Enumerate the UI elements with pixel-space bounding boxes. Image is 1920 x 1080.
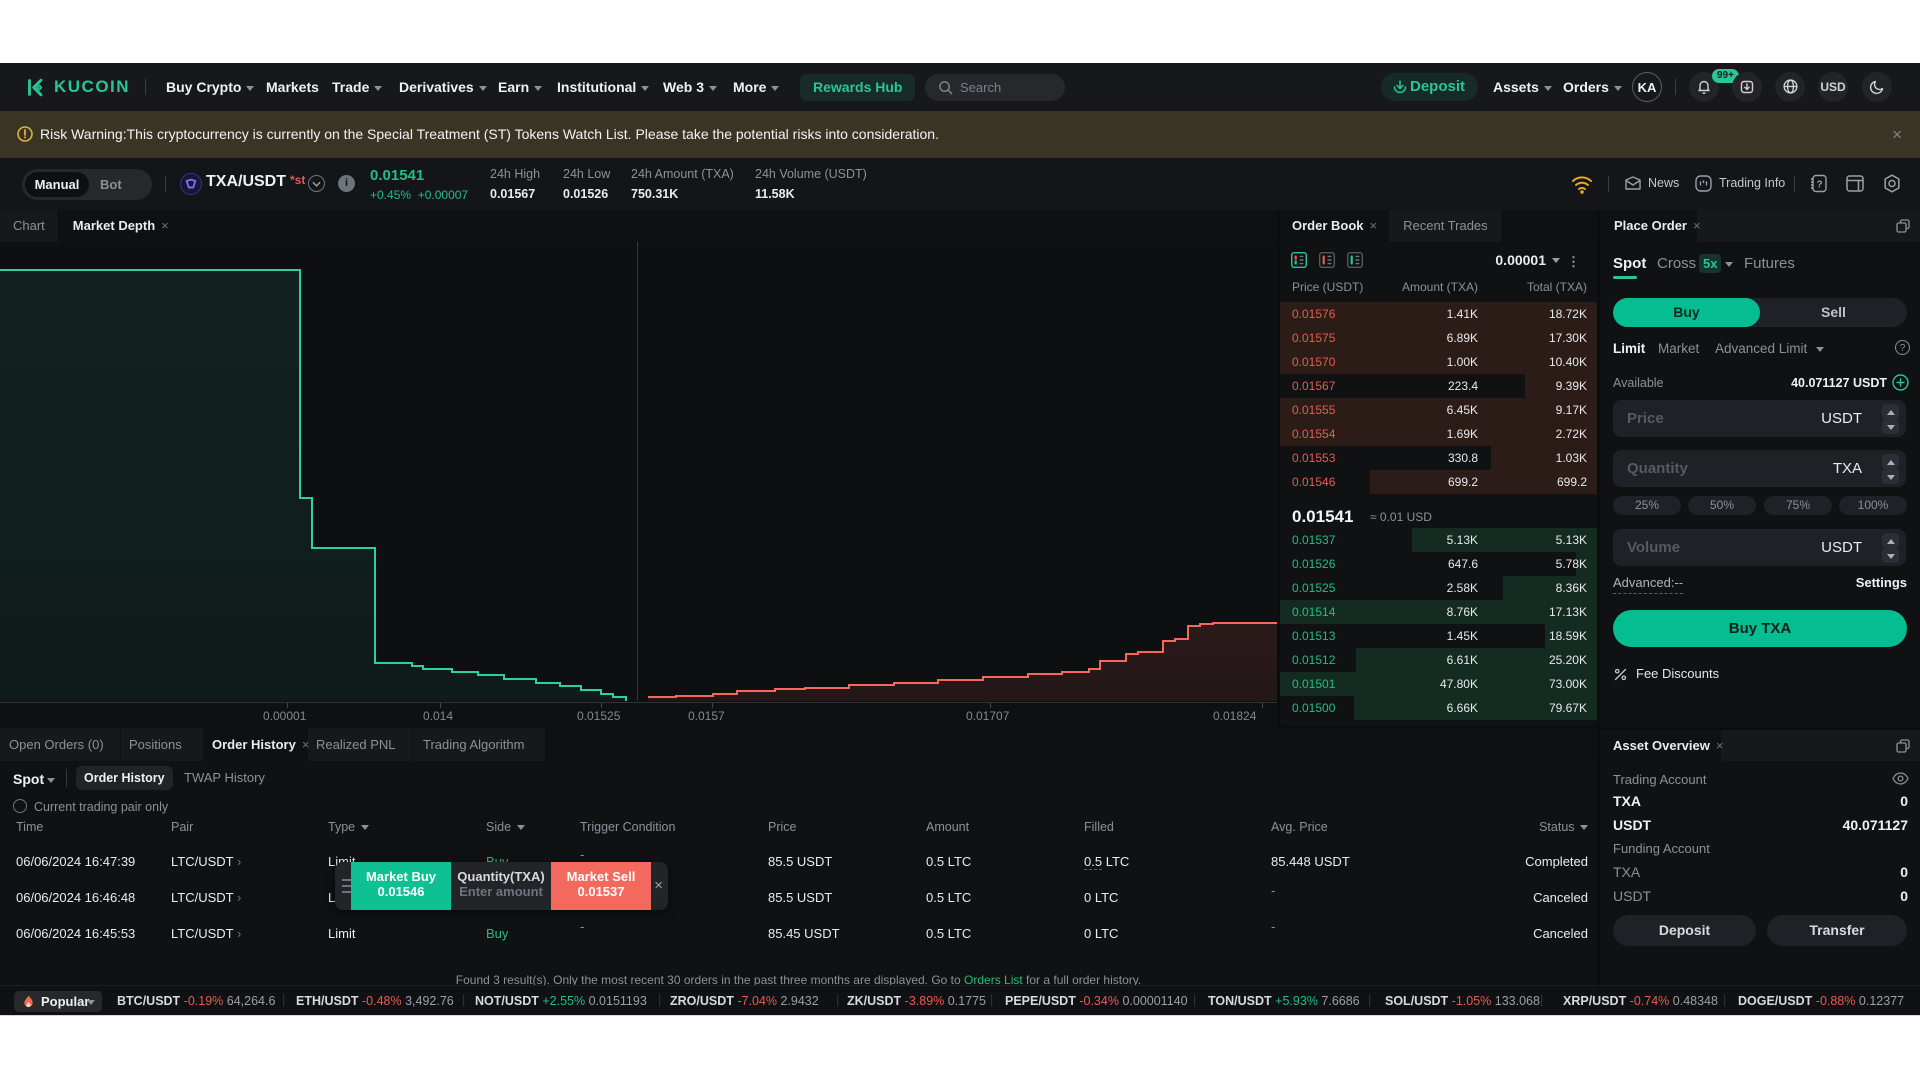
svg-text:?: ?	[1816, 180, 1822, 191]
